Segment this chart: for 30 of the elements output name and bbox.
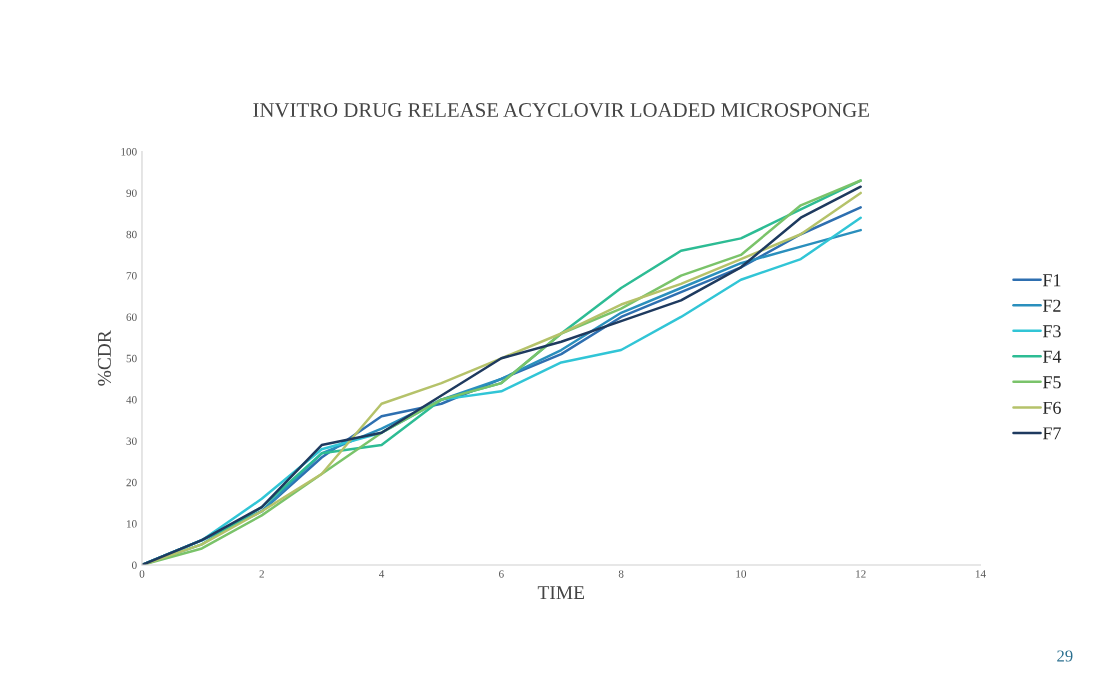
x-tick-label: 8: [618, 570, 624, 578]
y-tick-label: 50: [126, 354, 137, 363]
legend-label: F3: [1042, 325, 1061, 338]
y-tick-label: 60: [126, 313, 137, 321]
text: 29: [1057, 650, 1073, 662]
x-tick-label: 10: [736, 570, 747, 578]
y-tick-label: 20: [126, 478, 137, 487]
y-axis-title: %CDR: [97, 330, 112, 386]
x-tick-label: 0: [139, 570, 145, 578]
y-tick-label: 70: [126, 272, 137, 280]
legend-label: F4: [1042, 350, 1062, 363]
legend-label: F5: [1042, 376, 1061, 389]
y-tick-label: 80: [126, 230, 137, 239]
chart-title: INVITRO DRUG RELEASE ACYCLOVIR LOADED MICROSPONGE: [253, 103, 869, 118]
y-tick-label: 0: [131, 561, 137, 569]
y-tick-label: 90: [126, 189, 137, 197]
x-tick-label: 12: [856, 570, 866, 578]
x-axis-title: TIME: [537, 586, 585, 599]
legend-label: F1: [1042, 274, 1061, 287]
legend-label: F7: [1042, 427, 1061, 440]
y-tick-label: 10: [126, 520, 137, 528]
y-tick-label: 100: [121, 148, 137, 156]
y-tick-label: 40: [126, 396, 137, 404]
x-tick-label: 4: [379, 570, 385, 578]
x-tick-label: 6: [499, 570, 504, 578]
legend-label: F2: [1042, 299, 1061, 312]
y-tick-label: 30: [126, 437, 137, 445]
legend-label: F6: [1042, 401, 1061, 414]
x-tick-label: 14: [975, 570, 986, 578]
x-tick-label: 2: [259, 570, 264, 578]
